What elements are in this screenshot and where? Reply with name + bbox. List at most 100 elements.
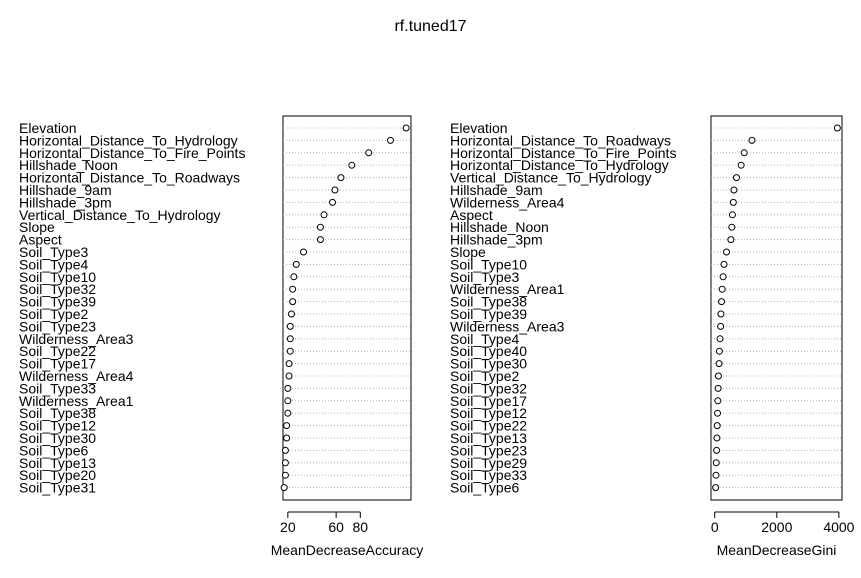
row-label: Vertical_Distance_To_Hydrology — [450, 170, 652, 186]
row-label: Soil_Type29 — [450, 455, 527, 471]
row-label: Soil_Type3 — [19, 244, 88, 260]
row-label: Soil_Type39 — [450, 306, 527, 322]
data-point — [316, 236, 324, 244]
row-label: Soil_Type12 — [450, 405, 527, 421]
data-point — [281, 471, 289, 479]
row-label: Hillshade_Noon — [19, 157, 118, 173]
data-point — [714, 397, 722, 405]
data-point — [286, 322, 294, 330]
data-point — [281, 446, 289, 454]
row-label: Soil_Type20 — [19, 467, 96, 483]
data-point — [717, 322, 725, 330]
data-point — [713, 422, 721, 430]
data-point — [714, 384, 722, 392]
data-point — [316, 223, 324, 231]
row-label: Soil_Type2 — [19, 306, 88, 322]
data-point — [713, 434, 721, 442]
data-point — [714, 372, 722, 380]
data-point — [714, 409, 722, 417]
data-point — [290, 273, 298, 281]
row-label: Elevation — [450, 120, 508, 136]
data-point — [284, 384, 292, 392]
row-label: Horizontal_Distance_To_Fire_Points — [450, 145, 676, 161]
data-point — [712, 459, 720, 467]
row-label: Soil_Type13 — [19, 455, 96, 471]
data-point — [718, 298, 726, 306]
row-label: Horizontal_Distance_To_Roadways — [19, 170, 240, 186]
data-point — [720, 260, 728, 268]
data-point — [729, 198, 737, 206]
row-label: Soil_Type38 — [450, 294, 527, 310]
row-label: Aspect — [450, 207, 493, 223]
data-point — [740, 149, 748, 157]
x-tick-label: 60 — [328, 519, 344, 535]
row-label: Soil_Type33 — [19, 380, 96, 396]
row-label: Soil_Type13 — [450, 430, 527, 446]
x-tick-label: 2000 — [761, 519, 792, 535]
x-axis-title: MeanDecreaseGini — [717, 542, 837, 558]
data-point — [329, 198, 337, 206]
data-point — [713, 446, 721, 454]
data-point — [719, 273, 727, 281]
x-axis-title: MeanDecreaseAccuracy — [271, 542, 424, 558]
data-point — [280, 484, 288, 492]
row-label: Soil_Type38 — [19, 405, 96, 421]
row-label: Soil_Type22 — [450, 418, 527, 434]
row-label: Soil_Type22 — [19, 343, 96, 359]
data-point — [716, 335, 724, 343]
data-point — [281, 459, 289, 467]
data-point — [286, 335, 294, 343]
row-label: Soil_Type32 — [19, 281, 96, 297]
row-label: Slope — [450, 244, 486, 260]
row-label: Soil_Type23 — [450, 442, 527, 458]
data-point — [723, 248, 731, 256]
row-label: Soil_Type30 — [19, 430, 96, 446]
row-label: Soil_Type6 — [19, 442, 88, 458]
data-point — [284, 409, 292, 417]
row-label: Soil_Type6 — [450, 480, 519, 496]
row-label: Wilderness_Area3 — [450, 318, 565, 334]
data-point — [712, 471, 720, 479]
data-point — [717, 310, 725, 318]
row-label: Soil_Type10 — [19, 269, 96, 285]
data-point — [737, 161, 745, 169]
data-point — [337, 174, 345, 182]
row-label: Soil_Type2 — [450, 368, 519, 384]
data-point — [289, 298, 297, 306]
row-label: Elevation — [19, 120, 77, 136]
row-label: Soil_Type33 — [450, 467, 527, 483]
row-label: Horizontal_Distance_To_Hydrology — [450, 157, 669, 173]
data-point — [728, 211, 736, 219]
row-label: Soil_Type12 — [19, 418, 96, 434]
data-point — [283, 434, 291, 442]
row-label: Soil_Type4 — [450, 331, 519, 347]
data-point — [748, 136, 756, 144]
data-point — [286, 347, 294, 355]
row-label: Vertical_Distance_To_Hydrology — [19, 207, 221, 223]
data-point — [833, 124, 841, 132]
row-label: Hillshade_Noon — [450, 219, 549, 235]
row-label: Soil_Type39 — [19, 294, 96, 310]
row-label: Soil_Type17 — [450, 393, 527, 409]
x-tick-label: 0 — [711, 519, 719, 535]
data-point — [287, 310, 295, 318]
data-point — [331, 186, 339, 194]
row-label: Soil_Type40 — [450, 343, 527, 359]
data-point — [727, 236, 735, 244]
plot-frame — [282, 115, 412, 501]
data-point — [289, 285, 297, 293]
x-tick-label: 4000 — [823, 519, 854, 535]
data-point — [732, 174, 740, 182]
row-label: Soil_Type32 — [450, 380, 527, 396]
row-label: Soil_Type4 — [19, 256, 88, 272]
row-label: Horizontal_Distance_To_Roadways — [450, 132, 671, 148]
data-point — [300, 248, 308, 256]
data-point — [386, 136, 394, 144]
data-point — [283, 422, 291, 430]
row-label: Soil_Type31 — [19, 480, 96, 496]
data-point — [285, 360, 293, 368]
row-label: Wilderness_Area1 — [19, 393, 134, 409]
row-label: Soil_Type23 — [19, 318, 96, 334]
row-label: Hillshade_3pm — [19, 194, 112, 210]
